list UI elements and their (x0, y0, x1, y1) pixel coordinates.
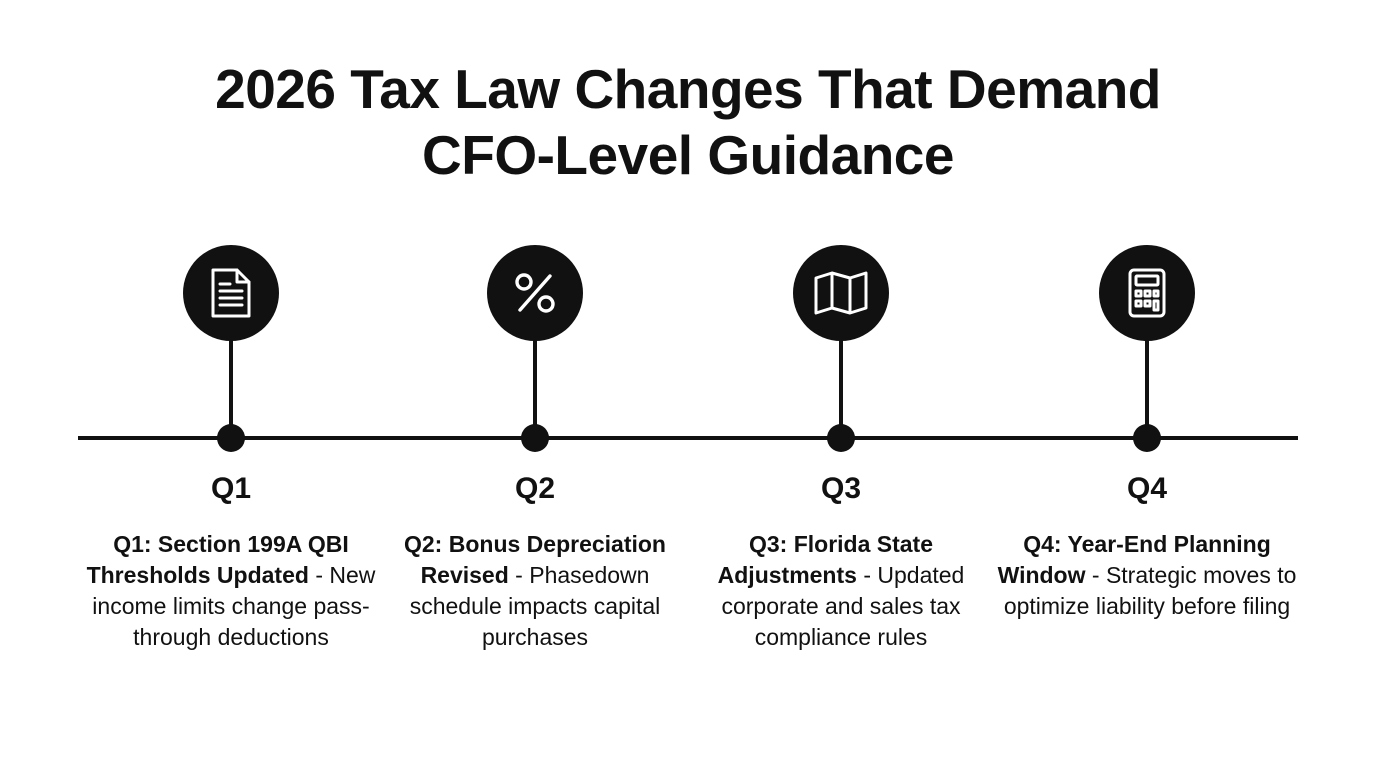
milestone-heading: Q4: Year-End Planning Window (997, 531, 1271, 588)
percent-icon (515, 273, 555, 313)
milestone-connector (1145, 339, 1149, 439)
milestone-heading: Q3: Florida State Adjustments (717, 531, 934, 588)
milestone-connector (533, 339, 537, 439)
timeline-dot (521, 424, 549, 452)
milestone-connector (229, 339, 233, 439)
milestone-body: Updated corporate and sales tax complian… (721, 562, 965, 650)
timeline-milestone-q1: Q1 Q1: Section 199A QBI Thresholds Updat… (81, 245, 381, 705)
milestone-icon-badge (1099, 245, 1195, 341)
milestone-description: Q2: Bonus Depreciation Revised - Phasedo… (385, 529, 685, 653)
milestone-separator: - (1085, 562, 1106, 588)
timeline-milestone-q2: Q2 Q2: Bonus Depreciation Revised - Phas… (385, 245, 685, 705)
milestone-separator: - (856, 562, 878, 588)
quarter-label: Q4 (1126, 472, 1168, 505)
timeline-milestone-q3: Q3 Q3: Florida State Adjustments - Updat… (691, 245, 991, 705)
timeline-axis (78, 436, 1298, 440)
page-title: 2026 Tax Law Changes That Demand CFO-Lev… (0, 56, 1376, 188)
quarter-label: Q1 (210, 472, 252, 505)
milestone-separator: - (308, 562, 330, 588)
milestone-description: Q1: Section 199A QBI Thresholds Updated … (81, 529, 381, 653)
milestone-icon-badge (183, 245, 279, 341)
milestone-body: Phasedown schedule impacts capital purch… (409, 562, 661, 650)
quarter-label: Q3 (820, 472, 862, 505)
timeline-dot (827, 424, 855, 452)
calculator-icon (1128, 268, 1166, 318)
document-icon (211, 268, 251, 318)
title-line-1: 2026 Tax Law Changes That Demand (215, 58, 1161, 120)
map-icon (814, 271, 868, 315)
milestone-body: Strategic moves to optimize liability be… (1003, 562, 1297, 619)
quarter-label: Q2 (514, 472, 556, 505)
milestone-heading: Q1: Section 199A QBI Thresholds Updated (86, 531, 349, 588)
milestone-separator: - (508, 562, 530, 588)
timeline-milestone-q4: Q4 Q4: Year-End Planning Window - Strate… (997, 245, 1297, 705)
milestone-description: Q3: Florida State Adjustments - Updated … (691, 529, 991, 653)
milestone-body: New income limits change pass-through de… (92, 562, 376, 650)
milestone-icon-badge (487, 245, 583, 341)
milestone-connector (839, 339, 843, 439)
timeline-dot (1133, 424, 1161, 452)
timeline-dot (217, 424, 245, 452)
milestone-description: Q4: Year-End Planning Window - Strategic… (997, 529, 1297, 622)
milestone-icon-badge (793, 245, 889, 341)
milestone-heading: Q2: Bonus Depreciation Revised (404, 531, 666, 588)
title-line-2: CFO-Level Guidance (422, 124, 954, 186)
